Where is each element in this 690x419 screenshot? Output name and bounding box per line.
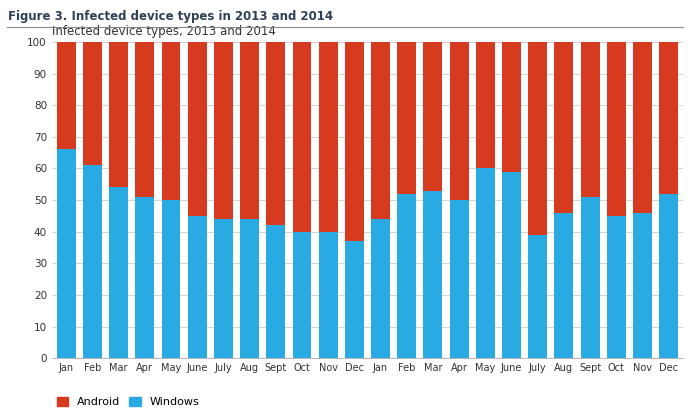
Bar — [319, 42, 337, 232]
Bar — [581, 42, 600, 197]
Bar — [581, 197, 600, 358]
Bar — [450, 200, 469, 358]
Bar — [633, 42, 652, 213]
Bar — [424, 191, 442, 358]
Bar — [659, 194, 678, 358]
Bar — [293, 232, 311, 358]
Bar — [607, 42, 626, 216]
Bar — [607, 216, 626, 358]
Bar — [476, 168, 495, 358]
Bar — [214, 42, 233, 219]
Legend: Android, Windows: Android, Windows — [57, 397, 199, 407]
Bar — [555, 42, 573, 213]
Bar — [240, 42, 259, 219]
Bar — [529, 235, 547, 358]
Bar — [319, 232, 337, 358]
Bar — [424, 42, 442, 191]
Bar — [161, 42, 180, 200]
Bar — [502, 42, 521, 172]
Bar — [188, 216, 206, 358]
Bar — [109, 42, 128, 187]
Bar — [83, 165, 102, 358]
Bar — [397, 42, 416, 194]
Bar — [345, 42, 364, 241]
Text: Infected device types, 2013 and 2014: Infected device types, 2013 and 2014 — [52, 25, 275, 38]
Bar — [476, 42, 495, 168]
Bar — [83, 42, 102, 165]
Bar — [397, 194, 416, 358]
Bar — [502, 172, 521, 358]
Bar — [214, 219, 233, 358]
Bar — [633, 213, 652, 358]
Text: Figure 3. Infected device types in 2013 and 2014: Figure 3. Infected device types in 2013 … — [8, 10, 333, 23]
Bar — [555, 213, 573, 358]
Bar — [293, 42, 311, 232]
Bar — [266, 225, 285, 358]
Bar — [135, 197, 154, 358]
Bar — [240, 219, 259, 358]
Bar — [188, 42, 206, 216]
Bar — [161, 200, 180, 358]
Bar — [109, 187, 128, 358]
Bar — [57, 42, 76, 150]
Bar — [529, 42, 547, 235]
Bar — [371, 42, 390, 219]
Bar — [659, 42, 678, 194]
Bar — [57, 150, 76, 358]
Bar — [345, 241, 364, 358]
Bar — [135, 42, 154, 197]
Bar — [371, 219, 390, 358]
Bar — [266, 42, 285, 225]
Bar — [450, 42, 469, 200]
